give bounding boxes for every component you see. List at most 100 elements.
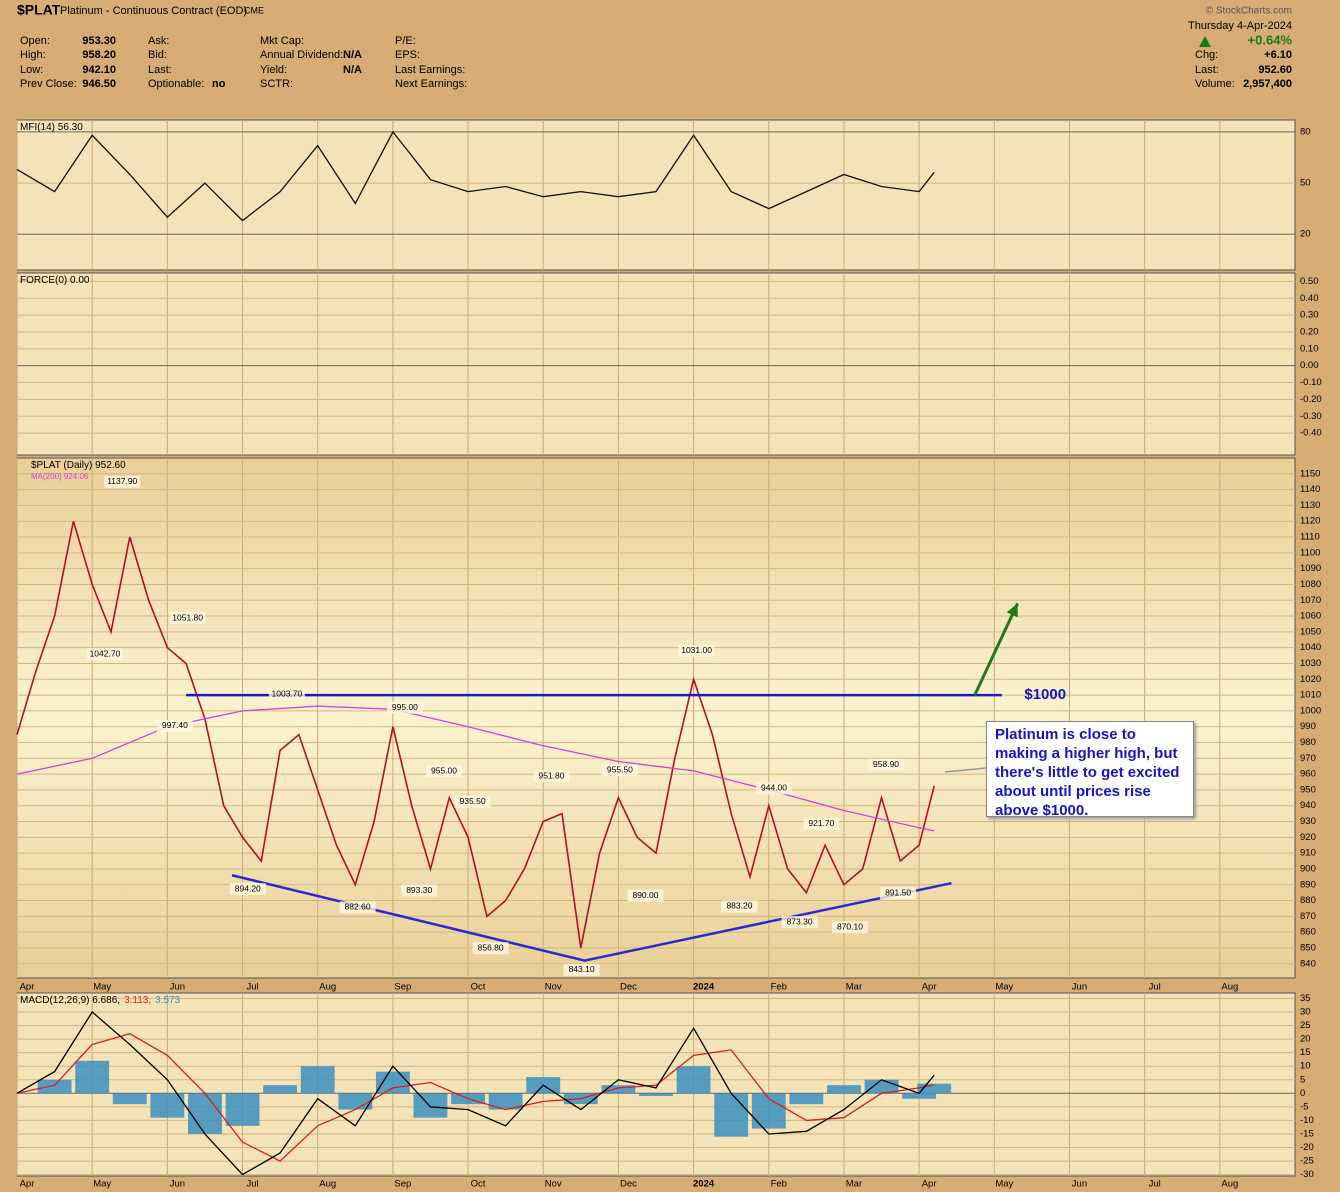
y-tick-label: 30 [1300,1006,1311,1017]
x-tick-label: Jun [1072,1179,1087,1190]
legend: FORCE(0) 0.00 [20,275,90,286]
histogram-bar [300,1066,335,1094]
y-tick-label: -25 [1300,1156,1314,1167]
symbol: $PLAT [17,2,61,18]
y-tick-label: 1020 [1300,674,1321,685]
y-tick-label: 920 [1300,832,1316,843]
x-tick-label: Jun [1072,982,1087,993]
y-tick-label: 1140 [1300,484,1320,495]
annotation-box [627,889,664,902]
x-tick-label: Aug [319,1179,336,1190]
field-label: Last Earnings: [395,64,465,76]
y-tick-label: 1010 [1300,690,1321,701]
field-label: Bid: [148,49,167,61]
field-label: P/E: [395,35,416,47]
y-tick-label: 1050 [1300,626,1321,637]
x-tick-label: Feb [771,1179,787,1190]
annotation: 958.90 [873,759,899,769]
y-tick-label: 1110 [1300,532,1320,543]
y-tick-label: -0.40 [1300,428,1322,439]
annotation-box [781,916,818,929]
x-tick-label: Feb [771,982,787,993]
field-value: 946.50 [82,78,116,90]
field-label: EPS: [395,49,420,61]
annotation-box [454,795,491,808]
annotation-box [268,688,305,701]
annotation-box [472,942,509,955]
field-label: Low: [20,64,43,76]
x-tick-label: Aug [1221,982,1238,993]
field-value: 942.10 [82,64,116,76]
annotation: 890.00 [632,890,658,900]
annotation-box [533,770,570,783]
y-tick-label: 0.00 [1300,360,1319,371]
y-tick-label: -0.30 [1300,411,1322,422]
y-tick-label: 970 [1300,753,1316,764]
y-tick-label: 20 [1300,1034,1311,1045]
x-tick-label: Apr [922,982,937,993]
legend-entry: MFI(14) 56.30 [20,122,83,133]
histogram-bar [902,1093,937,1099]
legend: MFI(14) 56.30 [20,122,83,133]
x-tick-label: Dec [620,982,637,993]
histogram-bar [676,1066,711,1094]
x-tick-label: May [93,1179,111,1190]
histogram-bar [150,1093,185,1118]
annotation-box [229,883,266,896]
x-tick-label: Sep [394,1179,411,1190]
y-tick-label: 0.40 [1300,293,1319,304]
histogram-bar [75,1060,110,1094]
y-tick-label: 10 [1300,1061,1311,1072]
x-tick-label: 2024 [693,982,715,993]
annotation-box [426,765,463,778]
histogram-bar [488,1093,523,1110]
annotation: 921.70 [808,818,834,828]
y-tick-label: 990 [1300,721,1316,732]
field-value: 952.60 [1258,64,1292,76]
x-tick-label: May [995,1179,1013,1190]
arrow-head [1006,603,1018,618]
histogram-bar [112,1093,147,1105]
field-value: 958.20 [82,49,116,61]
annotation: 873.30 [787,916,813,926]
annotation-box [401,884,438,897]
field-label: High: [20,49,46,61]
annotation-box [803,817,840,830]
annotation: 955.50 [607,764,633,774]
histogram-bar [827,1085,861,1094]
field-value: 953.30 [82,35,116,47]
exchange: CME [244,5,264,15]
annotation: 1003.70 [272,688,303,698]
annotation-box [386,701,423,714]
histogram-bar [413,1093,448,1118]
annotation-box [563,963,600,976]
annotation-box [868,758,905,771]
callout-pointer [944,767,987,773]
x-tick-label: Jun [170,1179,185,1190]
legend-entry: MA(200) 924.06 [31,472,89,481]
series-line [16,1011,935,1176]
annotation-box [756,782,793,795]
field-label: Next Earnings: [395,78,467,90]
x-tick-label: Nov [545,982,562,993]
annotation: 883.20 [726,901,752,911]
annotation: 997.40 [162,720,188,730]
annotation: 891.50 [885,888,911,898]
x-tick-label: Mar [846,982,862,993]
x-tick-label: Jul [246,982,258,993]
arrow [973,602,1019,696]
annotation: 935.50 [460,796,486,806]
y-tick-label: 890 [1300,879,1316,890]
histogram-bar [714,1093,749,1137]
annotation: 882.60 [345,902,371,912]
y-tick-label: 5 [1300,1074,1305,1085]
legend-entry: 3.113, [124,995,151,1006]
y-tick-label: -0.20 [1300,394,1322,405]
instrument-name: Platinum - Continuous Contract (EOD) [60,5,247,17]
legend: $PLAT (Daily) 952.60 MA(200) 924.06 [31,460,126,481]
y-tick-label: 35 [1300,993,1311,1004]
field-value: 2,957,400 [1243,78,1292,90]
x-tick-label: Jul [1149,1179,1161,1190]
y-tick-label: 25 [1300,1020,1311,1031]
annotation: 893.30 [406,885,432,895]
